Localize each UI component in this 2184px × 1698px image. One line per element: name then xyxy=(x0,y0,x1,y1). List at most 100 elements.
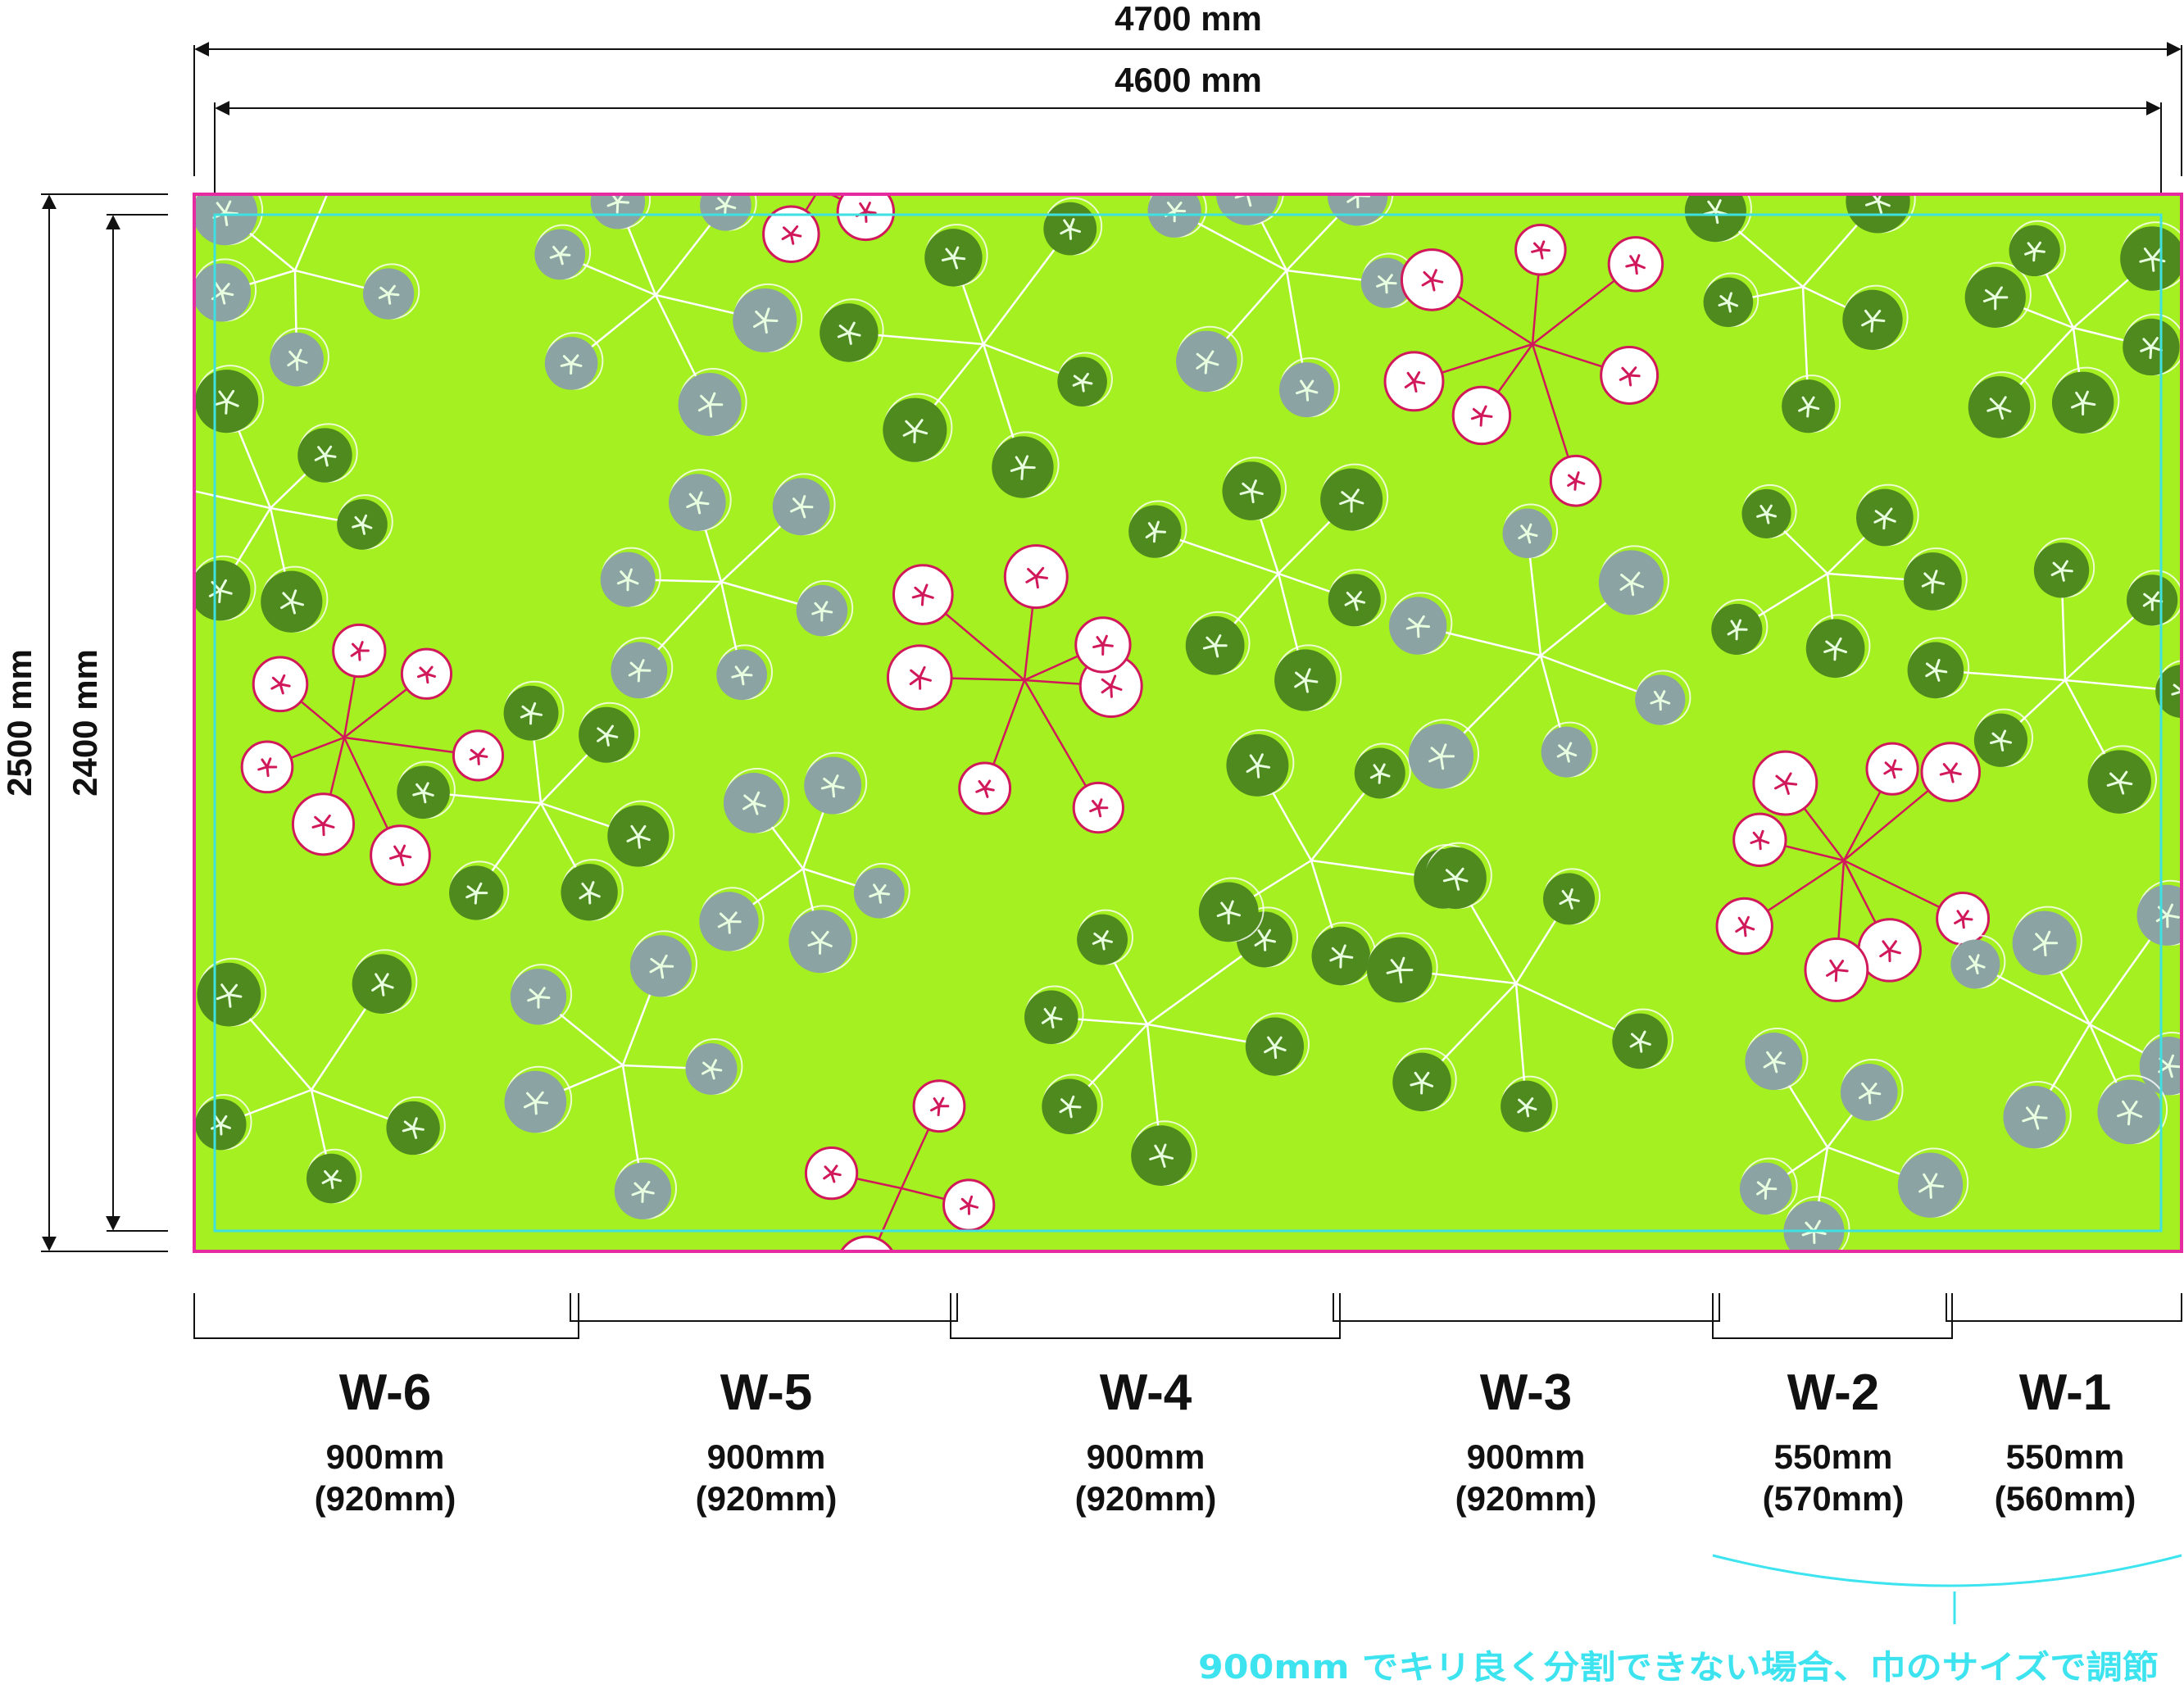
berry-star xyxy=(270,674,291,695)
leaf-star xyxy=(1918,1173,1944,1199)
leaf-star xyxy=(352,514,373,535)
outer-height-label: 2500 mm xyxy=(0,649,39,797)
leaf-star xyxy=(287,348,308,371)
leaf-star xyxy=(378,284,400,305)
leaf-star xyxy=(941,246,966,270)
berry-star xyxy=(1404,371,1426,393)
leaf-star xyxy=(1556,742,1578,763)
leaf-star xyxy=(1798,396,1820,418)
stem xyxy=(795,114,820,188)
leaf-star xyxy=(2142,591,2164,611)
leaf-dot xyxy=(1216,194,1279,225)
panel-w5-name: W-5 xyxy=(720,1364,812,1421)
leaf-star xyxy=(314,445,337,467)
leaf-star xyxy=(2139,247,2166,272)
berry-star xyxy=(1092,634,1114,656)
wallpaper-artwork xyxy=(193,114,2183,1253)
berry-star xyxy=(311,814,335,837)
leaf-star xyxy=(1823,637,1847,661)
leaf-star xyxy=(321,1169,342,1189)
leaf-star xyxy=(1442,867,1469,891)
leaf-star xyxy=(1559,888,1580,910)
panel-w4-name: W-4 xyxy=(1100,1364,1192,1421)
berry-star xyxy=(1625,254,1646,275)
leaf-star xyxy=(1376,274,1397,294)
berry-star xyxy=(1883,759,1903,779)
berry-star xyxy=(1567,471,1586,491)
leaf-star xyxy=(753,307,779,334)
leaf-star xyxy=(331,154,352,174)
leaf-star xyxy=(1727,619,1748,641)
leaf-star xyxy=(1873,507,1896,530)
leaf-star xyxy=(616,568,639,592)
leaf-star xyxy=(371,973,394,997)
adjustment-note: 900mm でキリ良く分割できない場合、巾のサイズで調節 xyxy=(1198,1554,2182,1687)
leaf-star xyxy=(1763,1051,1786,1074)
leaf-star xyxy=(1756,1178,1778,1200)
leaf-star xyxy=(2106,770,2133,795)
leaf-dot xyxy=(1327,194,1388,226)
stem xyxy=(872,1187,903,1251)
leaf-star xyxy=(649,954,674,979)
leaf-star xyxy=(1060,218,1081,240)
leaf-star xyxy=(1650,690,1671,711)
leaf-star xyxy=(1329,944,1354,969)
leaf-star xyxy=(1386,956,1414,983)
leaf-star xyxy=(2022,1105,2048,1130)
panel-w6-width: 900mm xyxy=(326,1437,445,1476)
stem xyxy=(194,489,271,510)
bracket-w3 xyxy=(1333,1293,1720,1322)
leaf-star xyxy=(1801,1219,1827,1244)
bracket-w4 xyxy=(950,1293,1341,1339)
leaf-star xyxy=(1405,615,1430,638)
panel-w2-cut-width: (570mm) xyxy=(1763,1479,1905,1518)
leaf-star xyxy=(631,1181,655,1203)
berry xyxy=(839,1235,894,1251)
leaf-star xyxy=(742,791,766,815)
leaf-star xyxy=(1861,309,1886,333)
leaf-star xyxy=(1339,488,1364,513)
berry-star xyxy=(1826,959,1849,983)
panel-w1-name: W-1 xyxy=(2019,1364,2111,1421)
berry-star xyxy=(469,747,488,765)
leaf-star xyxy=(1703,199,1728,225)
adjustment-note-text: 900mm でキリ良く分割できない場合、巾のサイズで調節 xyxy=(1198,1649,2159,1687)
leaf-star xyxy=(1344,591,1366,611)
stem xyxy=(293,194,329,271)
leaf-star xyxy=(1859,1082,1882,1105)
berry-star xyxy=(975,779,995,798)
panel-w4-width: 900mm xyxy=(1087,1437,1206,1476)
leaf-dot xyxy=(312,134,369,191)
leaf-star xyxy=(1718,292,1739,313)
berry-star xyxy=(930,1096,950,1116)
berry-star xyxy=(909,665,932,690)
berry-star xyxy=(1101,674,1123,698)
leaf-star xyxy=(1246,753,1271,779)
outer-width-label: 4700 mm xyxy=(1115,0,1262,38)
panel-w3-width: 900mm xyxy=(1467,1437,1586,1476)
berry-star xyxy=(1879,940,1901,963)
leaf-star xyxy=(211,1115,231,1136)
berry-star xyxy=(960,1195,978,1215)
leaf-star xyxy=(606,194,629,214)
top-dimensions: 4700 mm 4600 mm xyxy=(193,0,2182,197)
leaf-star xyxy=(2050,560,2073,582)
leaf-star xyxy=(731,665,753,686)
bracket-w6 xyxy=(193,1293,579,1339)
leaf-star xyxy=(686,491,710,515)
leaf-star xyxy=(1059,1095,1082,1119)
panel-w4-cut-width: (920mm) xyxy=(1075,1479,1217,1518)
berry-star xyxy=(1939,762,1962,783)
leaf-star xyxy=(520,701,543,725)
panel-w6-cut-width: (920mm) xyxy=(315,1479,456,1518)
panel-brackets xyxy=(193,1293,2182,1339)
bleed-frame xyxy=(193,193,2183,1253)
panel-w2-name: W-2 xyxy=(1787,1364,1879,1421)
panel-w1-width: 550mm xyxy=(2006,1437,2125,1476)
berry-star xyxy=(1531,240,1551,260)
leaf-star xyxy=(1346,194,1371,209)
leaf-star xyxy=(628,659,652,683)
trim-frame xyxy=(213,213,2163,1233)
berry-star xyxy=(1421,269,1444,292)
